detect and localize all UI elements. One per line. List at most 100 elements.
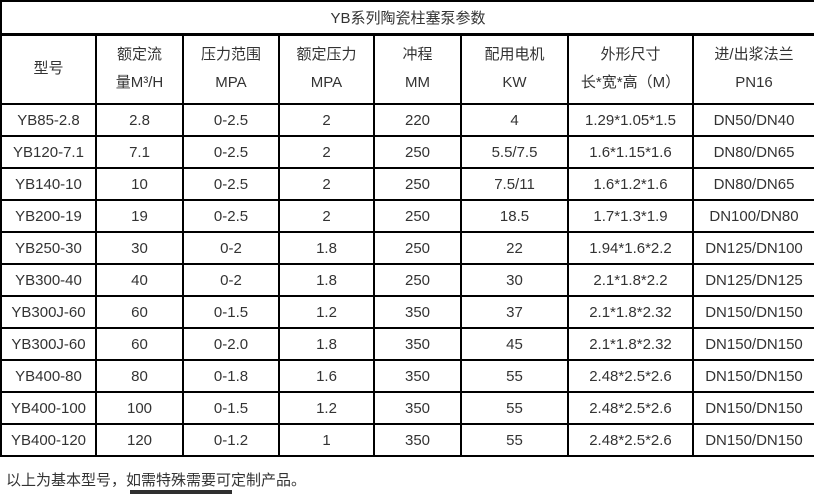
cell-rated-flow: 60	[95, 295, 184, 329]
column-header-text: 型号	[33, 60, 64, 78]
cell-stroke: 350	[373, 327, 462, 361]
cell-flange: DN50/DN40	[691, 103, 814, 137]
table-row: YB200-19 19 0-2.5 2 250 18.5 1.7*1.3*1.9…	[0, 199, 814, 233]
table-row: YB250-30 30 0-2 1.8 250 22 1.94*1.6*2.2 …	[0, 231, 814, 265]
cell-rated-pressure: 2	[278, 199, 375, 233]
cell-stroke: 250	[373, 135, 462, 169]
column-header-stroke: 冲程 MM	[373, 33, 462, 105]
cell-model: YB400-100	[0, 391, 97, 425]
cell-stroke: 250	[373, 167, 462, 201]
cell-pressure-range: 0-1.8	[182, 359, 280, 393]
table-row: YB120-7.1 7.1 0-2.5 2 250 5.5/7.5 1.6*1.…	[0, 135, 814, 169]
cell-dimensions: 2.48*2.5*2.6	[567, 423, 694, 457]
cell-stroke: 250	[373, 199, 462, 233]
cell-model: YB140-10	[0, 167, 97, 201]
cell-motor-power: 4	[460, 103, 569, 137]
cell-motor-power: 30	[460, 263, 569, 297]
cell-dimensions: 2.1*1.8*2.32	[567, 295, 694, 329]
cell-stroke: 350	[373, 423, 462, 457]
column-header-model: 型号	[0, 33, 97, 105]
cell-motor-power: 45	[460, 327, 569, 361]
cell-rated-flow: 2.8	[95, 103, 184, 137]
cell-stroke: 250	[373, 263, 462, 297]
column-header-flange: 进/出浆法兰 PN16	[691, 33, 814, 105]
column-header-text: 量M³/H	[115, 74, 164, 92]
cell-model: YB120-7.1	[0, 135, 97, 169]
cell-model: YB250-30	[0, 231, 97, 265]
cell-motor-power: 55	[460, 359, 569, 393]
cell-pressure-range: 0-1.5	[182, 295, 280, 329]
column-header-text: 配用电机	[484, 46, 545, 64]
cell-model: YB400-120	[0, 423, 97, 457]
cell-rated-pressure: 2	[278, 167, 375, 201]
pump-parameters-table: YB系列陶瓷柱塞泵参数 型号 额定流 量M³/H 压力范围 MPA 额定压力 M…	[0, 0, 814, 457]
cell-flange: DN125/DN125	[691, 263, 814, 297]
table-row: YB300-40 40 0-2 1.8 250 30 2.1*1.8*2.2 D…	[0, 263, 814, 297]
cell-pressure-range: 0-1.2	[182, 423, 280, 457]
cell-model: YB300J-60	[0, 295, 97, 329]
cell-model: YB200-19	[0, 199, 97, 233]
cell-flange: DN150/DN150	[691, 359, 814, 393]
column-header-text: 额定流	[116, 46, 162, 64]
cell-motor-power: 5.5/7.5	[460, 135, 569, 169]
cell-flange: DN125/DN100	[691, 231, 814, 265]
cell-flange: DN150/DN150	[691, 423, 814, 457]
cell-rated-flow: 120	[95, 423, 184, 457]
cell-pressure-range: 0-2	[182, 263, 280, 297]
cell-dimensions: 2.1*1.8*2.2	[567, 263, 694, 297]
table-row: YB400-80 80 0-1.8 1.6 350 55 2.48*2.5*2.…	[0, 359, 814, 393]
column-header-text: 额定压力	[296, 46, 357, 64]
table-header-row: 型号 额定流 量M³/H 压力范围 MPA 额定压力 MPA 冲程 MM	[0, 33, 814, 105]
cell-rated-flow: 19	[95, 199, 184, 233]
cell-rated-pressure: 1.8	[278, 327, 375, 361]
table-title: YB系列陶瓷柱塞泵参数	[0, 0, 814, 36]
table-row: YB140-10 10 0-2.5 2 250 7.5/11 1.6*1.2*1…	[0, 167, 814, 201]
column-header-rated-flow: 额定流 量M³/H	[95, 33, 184, 105]
cell-rated-flow: 60	[95, 327, 184, 361]
column-header-text: 长*宽*高（M）	[580, 74, 681, 92]
cell-rated-pressure: 2	[278, 135, 375, 169]
cell-dimensions: 2.1*1.8*2.32	[567, 327, 694, 361]
cell-rated-pressure: 1.8	[278, 231, 375, 265]
cell-model: YB300J-60	[0, 327, 97, 361]
cell-pressure-range: 0-2.0	[182, 327, 280, 361]
cell-rated-pressure: 1.2	[278, 295, 375, 329]
cell-flange: DN150/DN150	[691, 327, 814, 361]
column-header-text: MPA	[310, 74, 343, 92]
column-header-dimensions: 外形尺寸 长*宽*高（M）	[567, 33, 694, 105]
cell-flange: DN150/DN150	[691, 391, 814, 425]
cell-motor-power: 37	[460, 295, 569, 329]
cell-stroke: 350	[373, 359, 462, 393]
column-header-text: KW	[502, 74, 527, 92]
cell-rated-flow: 80	[95, 359, 184, 393]
cell-pressure-range: 0-2.5	[182, 135, 280, 169]
table-row: YB400-100 100 0-1.5 1.2 350 55 2.48*2.5*…	[0, 391, 814, 425]
cell-motor-power: 18.5	[460, 199, 569, 233]
cell-dimensions: 1.6*1.15*1.6	[567, 135, 694, 169]
column-header-text: 压力范围	[200, 46, 261, 64]
cell-dimensions: 1.29*1.05*1.5	[567, 103, 694, 137]
cell-rated-flow: 10	[95, 167, 184, 201]
column-header-text: MM	[405, 74, 430, 92]
cell-motor-power: 22	[460, 231, 569, 265]
cell-rated-pressure: 1.8	[278, 263, 375, 297]
cell-dimensions: 2.48*2.5*2.6	[567, 391, 694, 425]
cell-rated-pressure: 1.6	[278, 359, 375, 393]
cell-dimensions: 2.48*2.5*2.6	[567, 359, 694, 393]
cell-flange: DN150/DN150	[691, 295, 814, 329]
column-header-text: MPA	[215, 74, 247, 92]
cell-rated-pressure: 1	[278, 423, 375, 457]
cell-stroke: 220	[373, 103, 462, 137]
cell-model: YB85-2.8	[0, 103, 97, 137]
cell-dimensions: 1.94*1.6*2.2	[567, 231, 694, 265]
footer-note: 以上为基本型号，如需特殊需要可定制产品。	[6, 472, 307, 489]
table-title-row: YB系列陶瓷柱塞泵参数	[0, 0, 814, 36]
cell-pressure-range: 0-2	[182, 231, 280, 265]
cell-rated-pressure: 1.2	[278, 391, 375, 425]
cell-rated-flow: 30	[95, 231, 184, 265]
cell-stroke: 350	[373, 295, 462, 329]
cell-rated-flow: 7.1	[95, 135, 184, 169]
cell-motor-power: 7.5/11	[460, 167, 569, 201]
column-header-rated-pressure: 额定压力 MPA	[278, 33, 375, 105]
